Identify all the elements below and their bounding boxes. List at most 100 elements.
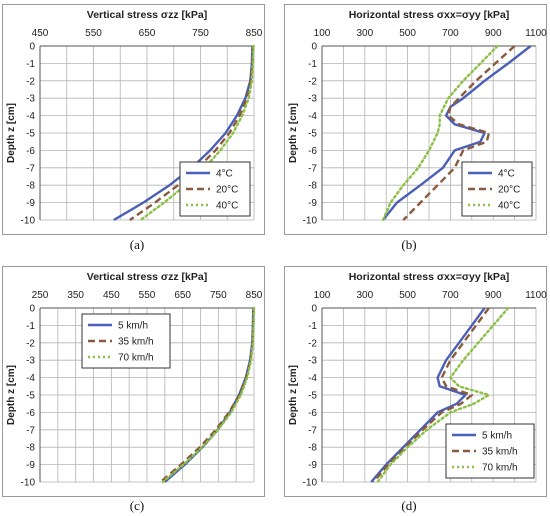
y-tick-label: -10 xyxy=(21,216,36,227)
series-line-1 xyxy=(382,45,532,221)
chart-svg-d: Horizontal stress σxx=σyy [kPa] 100 300 500… xyxy=(284,266,547,497)
x-tick-label: 650 xyxy=(139,28,156,39)
caption-c: (c) xyxy=(129,498,145,513)
y-tick-label: -9 xyxy=(26,198,35,209)
y-tick-label: -2 xyxy=(26,76,35,87)
legend-label-3: 70 km/h xyxy=(118,353,154,364)
x-tick-label: 300 xyxy=(356,290,373,301)
y-tick-label: -8 xyxy=(26,443,35,454)
caption-b: (b) xyxy=(401,237,417,252)
series-line-2 xyxy=(159,307,255,483)
legend-label-1: 4°C xyxy=(498,169,515,180)
chart-svg-a: Vertical stress σzz [kPa] 450 550 650 750 850… xyxy=(2,4,265,235)
y-tick-label: -6 xyxy=(308,408,317,419)
legend-box xyxy=(445,423,535,479)
y-tick-label: -3 xyxy=(26,94,35,105)
chart-title: Vertical stress σzz [kPa] xyxy=(87,9,207,21)
x-tick-label: 450 xyxy=(32,28,49,39)
y-axis-label: Depth z [cm] xyxy=(288,365,299,425)
x-tick-label: 850 xyxy=(246,28,263,39)
y-tick-label: -4 xyxy=(26,373,35,384)
y-tick-label: -9 xyxy=(26,460,35,471)
x-tick-label: 1100 xyxy=(525,28,547,39)
y-tick-label: -4 xyxy=(308,111,317,122)
y-tick-label: -1 xyxy=(308,59,317,70)
legend-box xyxy=(81,313,171,369)
legend-label-1: 5 km/h xyxy=(118,321,148,332)
series-line-3 xyxy=(139,44,255,222)
series-line-3 xyxy=(161,306,256,484)
y-tick-label: -4 xyxy=(308,373,317,384)
y-tick-label: -1 xyxy=(308,321,317,332)
x-tick-label: 700 xyxy=(442,28,459,39)
y-tick-label: -6 xyxy=(308,146,317,157)
y-tick-label: -6 xyxy=(26,408,35,419)
y-axis-label: Depth z [cm] xyxy=(6,103,17,163)
y-tick-label: -9 xyxy=(308,198,317,209)
legend-label-3: 40°C xyxy=(216,201,238,212)
x-tick-label: 500 xyxy=(399,28,416,39)
chart-svg-b: Horizontal stress σxx=σyy [kPa] 100 300 500… xyxy=(284,4,547,235)
y-tick-label: -5 xyxy=(26,391,35,402)
y-tick-label: -1 xyxy=(26,59,35,70)
x-tick-label: 450 xyxy=(103,290,120,301)
x-tick-label: 500 xyxy=(399,290,416,301)
x-tick-label: 750 xyxy=(192,28,209,39)
x-tick-label: 1100 xyxy=(525,290,547,301)
y-tick-label: -7 xyxy=(26,425,35,436)
chart-panel-c: Vertical stress σzz [kPa] 250 350 450 550 650… xyxy=(2,266,266,498)
y-tick-label: -3 xyxy=(308,356,317,367)
caption-a: (a) xyxy=(129,237,145,252)
legend: 5 km/h 35 km/h 70 km/h xyxy=(81,313,171,369)
series-line-1 xyxy=(113,45,254,222)
chart-svg-c: Vertical stress σzz [kPa] 250 350 450 550 650… xyxy=(2,266,265,497)
y-tick-label: -7 xyxy=(308,425,317,436)
series-line-2 xyxy=(129,45,255,221)
y-tick-label: -8 xyxy=(308,443,317,454)
legend-label-3: 70 km/h xyxy=(482,463,518,474)
chart-panel-b: Horizontal stress σxx=σyy [kPa] 100 300 500… xyxy=(284,4,548,236)
y-tick-label: -9 xyxy=(308,460,317,471)
series-line-3 xyxy=(376,306,510,484)
y-tick-label: -4 xyxy=(26,111,35,122)
y-tick-label: 0 xyxy=(311,42,317,53)
caption-d: (d) xyxy=(401,498,417,513)
chart-title: Horizontal stress σxx=σyy [kPa] xyxy=(349,271,510,283)
chart-title: Vertical stress σzz [kPa] xyxy=(87,271,207,283)
y-axis-label: Depth z [cm] xyxy=(6,365,17,425)
y-tick-label: -5 xyxy=(308,391,317,402)
y-tick-label: -8 xyxy=(26,181,35,192)
y-tick-label: -7 xyxy=(308,163,317,174)
y-tick-label: -10 xyxy=(303,478,318,489)
y-tick-label: -10 xyxy=(303,216,318,227)
y-axis-label: Depth z [cm] xyxy=(288,103,299,163)
y-tick-label: -2 xyxy=(308,76,317,87)
chart-title: Horizontal stress σxx=σyy [kPa] xyxy=(349,9,510,21)
legend-label-1: 4°C xyxy=(216,169,233,180)
legend-label-1: 5 km/h xyxy=(482,431,512,442)
legend-label-2: 35 km/h xyxy=(482,447,518,458)
y-tick-label: -7 xyxy=(26,163,35,174)
legend: 4°C 20°C 40°C xyxy=(461,161,533,217)
legend-label-3: 40°C xyxy=(498,201,520,212)
x-tick-label: 850 xyxy=(246,290,263,301)
y-tick-label: 0 xyxy=(29,42,35,53)
y-tick-label: -8 xyxy=(308,181,317,192)
y-tick-label: -10 xyxy=(21,478,36,489)
series-line-1 xyxy=(370,307,486,483)
x-tick-label: 100 xyxy=(314,28,331,39)
legend-label-2: 35 km/h xyxy=(118,337,154,348)
x-tick-label: 550 xyxy=(139,290,156,301)
series-line-2 xyxy=(372,307,490,483)
x-tick-label: 650 xyxy=(174,290,191,301)
legend-label-2: 20°C xyxy=(498,185,520,196)
y-tick-label: -5 xyxy=(26,129,35,140)
series-line-3 xyxy=(381,44,499,222)
x-tick-label: 750 xyxy=(210,290,227,301)
legend: 4°C 20°C 40°C xyxy=(179,161,251,217)
legend-label-2: 20°C xyxy=(216,185,238,196)
y-tick-label: -2 xyxy=(26,338,35,349)
y-tick-label: -3 xyxy=(308,94,317,105)
y-tick-label: -5 xyxy=(308,129,317,140)
y-tick-label: -1 xyxy=(26,321,35,332)
